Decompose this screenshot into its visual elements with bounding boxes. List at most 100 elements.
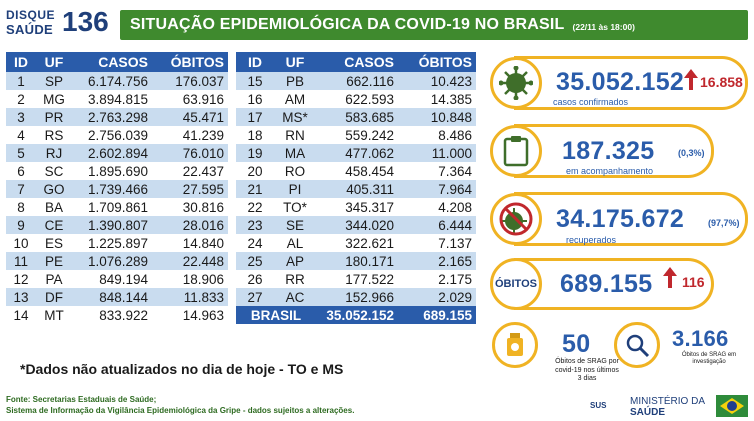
deaths-value: 689.155 <box>560 270 653 298</box>
cell-uf: TO* <box>274 198 316 216</box>
srag-investigation-label-1: Óbitos de SRAG em <box>681 352 737 358</box>
cell-obitos: 7.137 <box>398 234 476 252</box>
cell-id: 11 <box>6 252 36 270</box>
cell-obitos: 4.208 <box>398 198 476 216</box>
virus-icon <box>490 57 542 109</box>
confirmed-label: casos confirmados <box>553 97 629 107</box>
states-table-right: ID UF CASOS ÓBITOS 15 PB 662.116 10.423 16 AM… <box>236 52 476 324</box>
cell-casos: 2.756.039 <box>72 126 152 144</box>
table-row: 15 PB 662.116 10.423 <box>236 72 476 90</box>
magnifier-icon <box>614 322 660 368</box>
srag-3days-label: Óbitos de SRAG por covid-19 nos últimos … <box>552 358 622 384</box>
cell-casos: 152.966 <box>316 288 398 306</box>
sus-logo: SUS <box>590 401 607 410</box>
table-row: 22 TO* 345.317 4.208 <box>236 198 476 216</box>
cell-id: 2 <box>6 90 36 108</box>
cell-uf: ES <box>36 234 72 252</box>
cell-id: 1 <box>6 72 36 90</box>
cell-uf: AL <box>274 234 316 252</box>
total-casos: 35.052.152 <box>316 306 398 324</box>
confirmed-value: 35.052.152 <box>556 68 685 96</box>
cell-casos: 344.020 <box>316 216 398 234</box>
cell-uf: MG <box>36 90 72 108</box>
cell-uf: MA <box>274 144 316 162</box>
cell-uf: AC <box>274 288 316 306</box>
cell-obitos: 30.816 <box>152 198 228 216</box>
cell-casos: 180.171 <box>316 252 398 270</box>
footer-line1: Fonte: Secretarias Estaduais de Saúde; <box>6 395 157 404</box>
cell-id: 21 <box>236 180 274 198</box>
footer-line2: Sistema de Informação da Vigilância Epid… <box>6 406 355 415</box>
recovered-card <box>514 192 748 246</box>
cell-uf: RJ <box>36 144 72 162</box>
table-row: 13 DF 848.144 11.833 <box>6 288 228 306</box>
cell-casos: 6.174.756 <box>72 72 152 90</box>
cell-uf: PA <box>36 270 72 288</box>
cell-id: 18 <box>236 126 274 144</box>
table-row: 27 AC 152.966 2.029 <box>236 288 476 306</box>
up-arrow-icon <box>663 267 677 288</box>
cell-id: 3 <box>6 108 36 126</box>
cell-obitos: 27.595 <box>152 180 228 198</box>
col-header-id: ID <box>6 52 36 72</box>
cell-id: 26 <box>236 270 274 288</box>
cell-obitos: 14.963 <box>152 306 228 324</box>
flask-icon <box>492 322 538 368</box>
cell-id: 8 <box>6 198 36 216</box>
cell-casos: 559.242 <box>316 126 398 144</box>
table-row: 6 SC 1.895.690 22.437 <box>6 162 228 180</box>
cell-obitos: 28.016 <box>152 216 228 234</box>
total-obitos: 689.155 <box>398 306 476 324</box>
confirmed-card <box>514 56 748 110</box>
cell-id: 27 <box>236 288 274 306</box>
cell-uf: MT <box>36 306 72 324</box>
srag-3days-value: 50 <box>562 330 591 358</box>
cell-id: 6 <box>6 162 36 180</box>
table-row: 26 RR 177.522 2.175 <box>236 270 476 288</box>
logo-number: 136 <box>62 6 109 37</box>
cell-obitos: 11.000 <box>398 144 476 162</box>
table-row: 16 AM 622.593 14.385 <box>236 90 476 108</box>
col-header-uf: UF <box>274 52 316 72</box>
cell-obitos: 14.385 <box>398 90 476 108</box>
cell-id: 9 <box>6 216 36 234</box>
cell-uf: RN <box>274 126 316 144</box>
cell-uf: SE <box>274 216 316 234</box>
ministerio-logo: MINISTÉRIO DA SAÚDE <box>630 396 705 418</box>
cell-id: 7 <box>6 180 36 198</box>
cell-casos: 1.076.289 <box>72 252 152 270</box>
cell-casos: 477.062 <box>316 144 398 162</box>
cell-casos: 322.621 <box>316 234 398 252</box>
cell-id: 14 <box>6 306 36 324</box>
states-table-left: ID UF CASOS ÓBITOS 1 SP 6.174.756 176.037 2 M… <box>6 52 228 324</box>
col-header-id: ID <box>236 52 274 72</box>
table-row: 23 SE 344.020 6.444 <box>236 216 476 234</box>
brazil-flag-icon <box>716 395 748 417</box>
cell-uf: GO <box>36 180 72 198</box>
col-header-uf: UF <box>36 52 72 72</box>
table-row: 3 PR 2.763.298 45.471 <box>6 108 228 126</box>
cell-id: 19 <box>236 144 274 162</box>
cell-uf: RS <box>36 126 72 144</box>
update-date: (22/11 às 18:00) <box>572 21 635 32</box>
cell-id: 25 <box>236 252 274 270</box>
cell-id: 12 <box>6 270 36 288</box>
cell-uf: DF <box>36 288 72 306</box>
table-row: 21 PI 405.311 7.964 <box>236 180 476 198</box>
total-label: BRASIL <box>236 306 316 324</box>
table-row: 9 CE 1.390.807 28.016 <box>6 216 228 234</box>
srag-investigation-label-2: investigação <box>692 359 726 365</box>
table-row: 10 ES 1.225.897 14.840 <box>6 234 228 252</box>
cell-casos: 345.317 <box>316 198 398 216</box>
cell-obitos: 10.423 <box>398 72 476 90</box>
cell-obitos: 22.448 <box>152 252 228 270</box>
outdated-data-note: *Dados não atualizados no dia de hoje - … <box>20 361 344 377</box>
table-row: 14 MT 833.922 14.963 <box>6 306 228 324</box>
table-row: 18 RN 559.242 8.486 <box>236 126 476 144</box>
cell-casos: 849.194 <box>72 270 152 288</box>
cell-obitos: 14.840 <box>152 234 228 252</box>
cell-obitos: 63.916 <box>152 90 228 108</box>
col-header-casos: CASOS <box>316 52 398 72</box>
cell-uf: PB <box>274 72 316 90</box>
cell-obitos: 7.964 <box>398 180 476 198</box>
